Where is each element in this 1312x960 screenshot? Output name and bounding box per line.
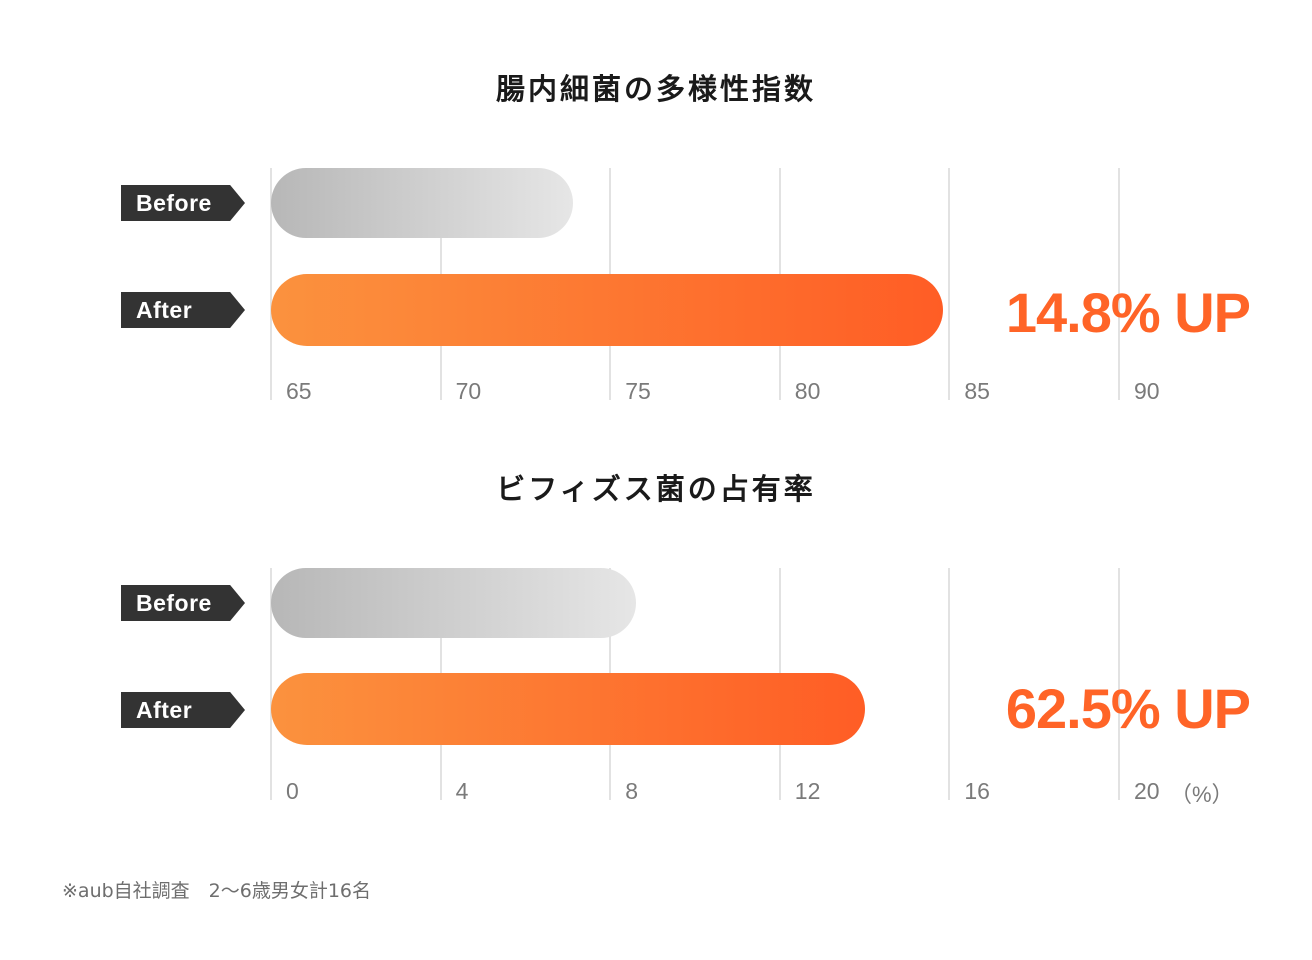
bar-after xyxy=(271,673,865,745)
x-tick-label: 75 xyxy=(625,378,651,404)
before-label: Before xyxy=(121,185,245,221)
x-tick-label: 4 xyxy=(455,778,469,804)
increase-annotation: 14.8% UP xyxy=(1005,281,1251,344)
unit-label: （%） xyxy=(1170,782,1234,807)
x-tick-label: 16 xyxy=(964,778,990,804)
bar-after xyxy=(271,274,943,346)
x-tick-label: 90 xyxy=(1134,378,1160,404)
grid-line xyxy=(270,168,272,400)
x-tick-label: 20 xyxy=(1134,778,1160,804)
grid-line xyxy=(948,568,951,800)
x-tick-label: 70 xyxy=(455,378,482,404)
grid-line xyxy=(948,168,951,400)
grid-line xyxy=(1118,568,1120,800)
x-tick-label: 80 xyxy=(794,378,821,404)
increase-annotation: 62.5% UP xyxy=(1005,677,1251,740)
bar-before xyxy=(271,168,573,238)
x-tick-label: 0 xyxy=(286,778,299,804)
grid-line xyxy=(1118,168,1120,400)
x-tick-label: 65 xyxy=(286,378,312,404)
grid-line xyxy=(270,568,272,800)
bar-before xyxy=(271,568,636,638)
x-tick-label: 85 xyxy=(964,378,990,404)
x-tick-label: 8 xyxy=(625,778,638,804)
x-tick-label: 12 xyxy=(794,778,821,804)
chart-title-diversity: 腸内細菌の多様性指数 xyxy=(495,72,816,106)
before-label: Before xyxy=(121,585,245,621)
after-label: After xyxy=(121,692,245,728)
chart-title-bifidobacteria: ビフィズス菌の占有率 xyxy=(496,472,816,506)
footnote: ※aub自社調査 2〜6歳男女計16名 xyxy=(62,880,372,902)
after-label: After xyxy=(121,292,245,328)
